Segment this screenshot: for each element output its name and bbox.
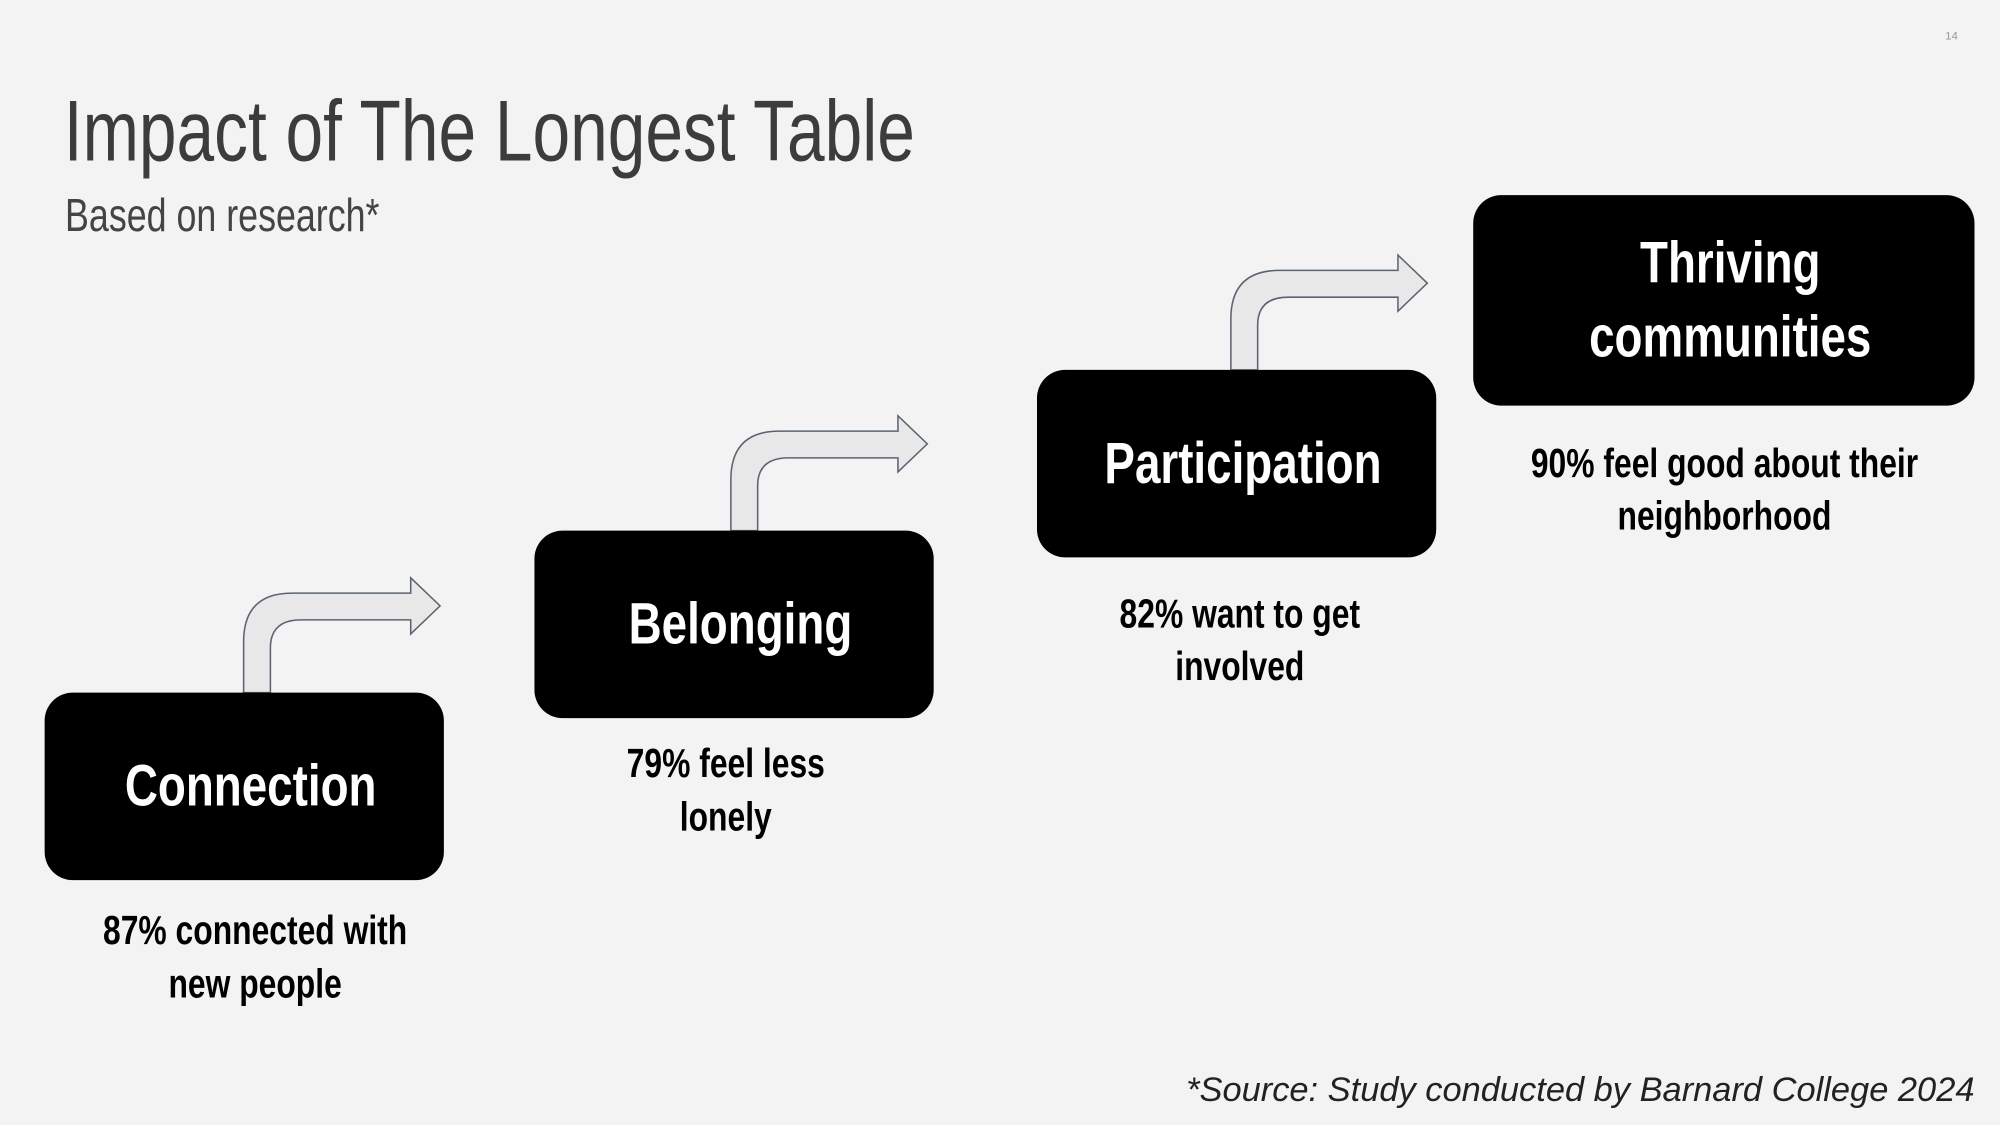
step-label: Thriving <box>1640 230 1820 296</box>
step-stat: neighborhood <box>1618 493 1832 539</box>
step-stat: 82% want to get <box>1120 591 1361 637</box>
step-box <box>1036 369 1437 558</box>
step-stat: 79% feel less <box>627 740 825 786</box>
slide-number: 14 <box>1945 31 1958 43</box>
step-stat: new people <box>168 961 341 1007</box>
step-arrow <box>1230 253 1429 371</box>
step-label: Belonging <box>629 591 853 657</box>
step-stat: lonely <box>680 794 773 840</box>
step-box <box>534 530 934 719</box>
step-box <box>44 692 444 881</box>
step-arrow <box>730 414 929 532</box>
step-stat: 87% connected with <box>103 907 407 953</box>
subtitle: Based on research* <box>65 190 379 241</box>
step-label: Participation <box>1104 430 1381 496</box>
step-stat: 90% feel good about their <box>1531 440 1918 486</box>
step-label: communities <box>1589 304 1871 370</box>
source-note: *Source: Study conducted by Barnard Coll… <box>1186 1071 1974 1109</box>
step-box <box>1473 195 1975 406</box>
title: Impact of The Longest Table <box>64 84 915 180</box>
step-label: Connection <box>125 753 377 819</box>
step-arrow <box>242 576 442 694</box>
step-stat: involved <box>1175 643 1304 689</box>
